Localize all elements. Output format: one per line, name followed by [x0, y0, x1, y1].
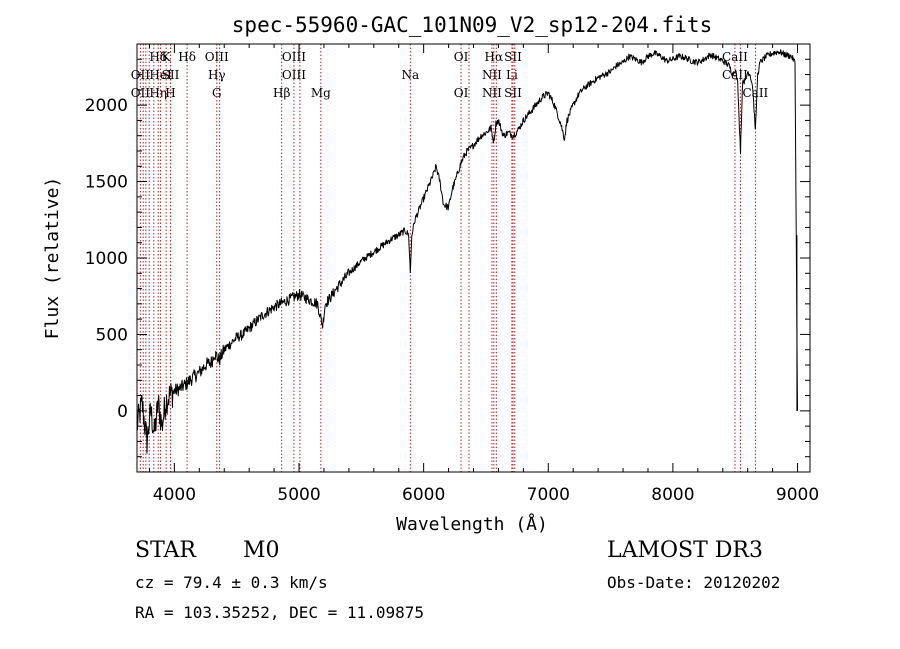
x-tick-label: 5000	[277, 485, 320, 505]
line-marker-label: SII	[162, 68, 180, 82]
line-marker-label: SII	[504, 50, 522, 64]
x-tick-label: 4000	[153, 485, 196, 505]
y-tick-label: 500	[96, 325, 128, 345]
line-marker-label: Li	[506, 68, 518, 82]
line-marker-label: G	[212, 86, 222, 100]
line-marker-label: SII	[504, 86, 522, 100]
line-marker-label: Hα	[485, 50, 504, 64]
line-marker-label: OIII	[205, 50, 229, 64]
line-markers	[139, 44, 756, 472]
y-tick-label: 1000	[85, 249, 128, 269]
line-marker-label: Mg	[311, 86, 331, 100]
survey-name: LAMOST DR3	[607, 538, 763, 563]
x-axis-label: Wavelength (Å)	[396, 513, 548, 535]
line-marker-label: OI	[454, 50, 469, 64]
chart-title: spec-55960-GAC_101N09_V2_sp12-204.fits	[232, 13, 712, 37]
line-marker-label: Hδ	[178, 50, 196, 64]
line-marker-label: CaII	[722, 68, 748, 82]
x-tick-label: 7000	[527, 485, 570, 505]
spectrum-layer	[136, 49, 798, 454]
plot-frame	[136, 43, 811, 473]
coordinates: RA = 103.35252, DEC = 11.09875	[135, 603, 424, 622]
line-marker-label: HeI	[149, 68, 172, 82]
line-marker-label: NII	[482, 86, 502, 100]
y-axis-label: Flux (relative)	[42, 177, 63, 340]
spectrum-line	[136, 49, 798, 454]
line-marker-label: Hη	[149, 86, 167, 100]
line-marker-label: Hβ	[273, 86, 290, 100]
object-class: STAR	[135, 538, 196, 563]
y-tick-label: 0	[117, 402, 128, 422]
line-marker-label: K	[162, 50, 172, 64]
x-tick-label: 8000	[651, 485, 694, 505]
y-tick-label: 2000	[85, 96, 128, 116]
line-marker-label: OIII	[282, 50, 306, 64]
line-marker-label: NII	[482, 68, 502, 82]
line-marker-label: CaII	[742, 86, 768, 100]
y-axis-ticks: 0 500 1000 1500 2000	[85, 58, 810, 458]
y-tick-label: 1500	[85, 173, 128, 193]
x-axis-ticks: 4000 5000 6000 7000 8000 9000	[148, 44, 819, 505]
line-marker-label: OIII	[282, 68, 306, 82]
line-marker-label: OII	[131, 86, 151, 100]
line-marker-label: Hδ	[149, 50, 167, 64]
subclass: M0	[243, 538, 280, 563]
redshift-info: cz = 79.4 ± 0.3 km/s	[135, 573, 328, 592]
line-marker-label: Na	[401, 68, 419, 82]
line-marker-label: CaII	[722, 50, 748, 64]
x-tick-label: 6000	[402, 485, 445, 505]
x-tick-label: 9000	[776, 485, 819, 505]
line-marker-label: H	[165, 86, 175, 100]
obs-date: Obs-Date: 20120202	[607, 573, 781, 592]
line-marker-label: OI	[454, 86, 469, 100]
line-marker-label: Hγ	[208, 68, 226, 82]
